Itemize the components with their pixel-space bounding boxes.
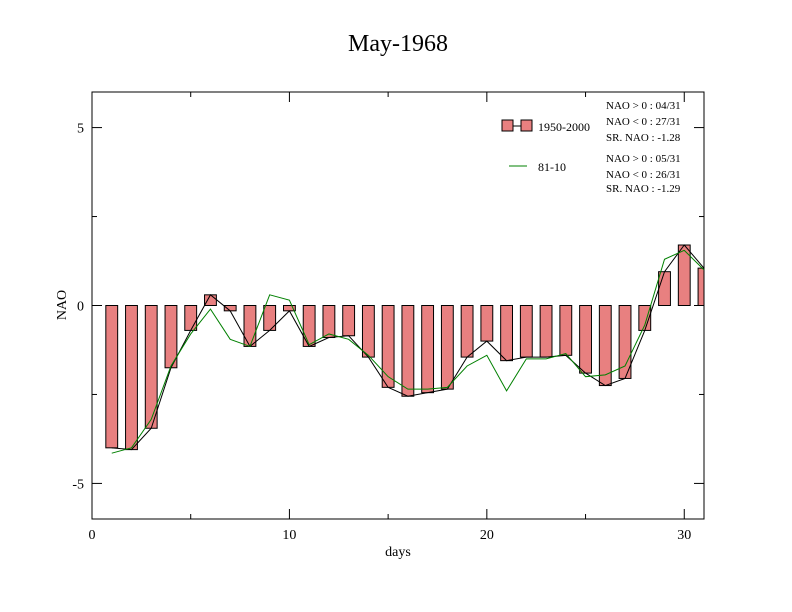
bar-day-11 [302, 305, 316, 347]
bar-day-2 [125, 305, 138, 451]
x-axis-label: days [385, 545, 411, 560]
x-tick-label: 20 [480, 528, 494, 543]
info-1950-2000-negative: NAO < 0 : 27/31 [606, 116, 681, 128]
bar-day-25 [579, 305, 592, 374]
legend-label-1950-2000: 1950-2000 [538, 120, 590, 134]
x-tick-label: 10 [282, 528, 296, 543]
bar-day-21 [500, 305, 514, 362]
y-tick-label: 0 [77, 300, 84, 315]
y-tick-label: -5 [72, 477, 84, 492]
bar-day-31 [697, 267, 705, 307]
info-1950-2000-sr: SR. NAO : -1.28 [606, 132, 681, 144]
x-tick-label: 0 [89, 528, 96, 543]
bar-day-20 [480, 305, 494, 342]
bar-day-17 [421, 305, 435, 394]
x-tick-label: 30 [677, 528, 691, 543]
bar-day-19 [460, 305, 474, 358]
legend-label-81-10: 81-10 [538, 160, 566, 174]
info-81-10-sr: SR. NAO : -1.29 [606, 183, 681, 195]
bar-day-18 [440, 305, 454, 390]
bar-day-1 [105, 305, 119, 449]
bar-day-13 [342, 305, 356, 337]
x-axis-ticks: 0 10 20 30 [89, 92, 691, 543]
info-81-10-positive: NAO > 0 : 05/31 [606, 153, 681, 165]
info-1950-2000-positive: NAO > 0 : 04/31 [606, 100, 681, 112]
bar-day-3 [144, 305, 158, 429]
bar-series-1950-2000 [105, 244, 705, 451]
bar-day-15 [381, 305, 395, 388]
bar-series-outline-line [111, 244, 705, 451]
bar-day-22 [519, 305, 533, 358]
legend: 1950-2000 81-10 NAO > 0 : 04/31 NAO < 0 … [501, 100, 681, 195]
bar-day-23 [539, 305, 553, 358]
line-series-81-10 [111, 249, 705, 454]
chart-title: May-1968 [348, 31, 448, 57]
bar-day-24 [559, 305, 573, 356]
bar-day-12 [322, 305, 336, 339]
bar-day-8 [243, 305, 257, 347]
bar-day-6 [204, 294, 217, 307]
bar-day-7 [223, 305, 237, 312]
legend-bar-swatch-right [520, 119, 533, 132]
bar-day-16 [401, 305, 415, 397]
bar-day-14 [361, 305, 375, 358]
y-axis-label: NAO [55, 290, 70, 320]
bar-day-29 [658, 271, 671, 306]
bar-day-5 [184, 305, 198, 331]
info-81-10-negative: NAO < 0 : 26/31 [606, 169, 681, 181]
y-tick-label: 5 [77, 122, 84, 137]
legend-bar-swatch-left [501, 119, 514, 132]
